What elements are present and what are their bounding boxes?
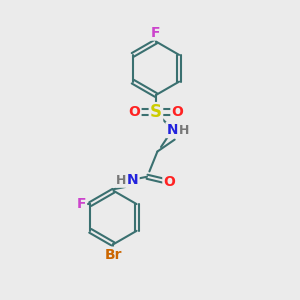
Text: Br: Br: [105, 248, 122, 262]
Text: O: O: [164, 175, 175, 189]
Text: O: O: [129, 105, 140, 119]
Text: H: H: [116, 174, 127, 187]
Text: H: H: [178, 124, 189, 136]
Text: F: F: [151, 26, 161, 40]
Text: S: S: [150, 103, 162, 121]
Text: O: O: [171, 105, 183, 119]
Text: N: N: [127, 173, 139, 187]
Text: N: N: [167, 123, 178, 137]
Text: F: F: [76, 197, 86, 211]
